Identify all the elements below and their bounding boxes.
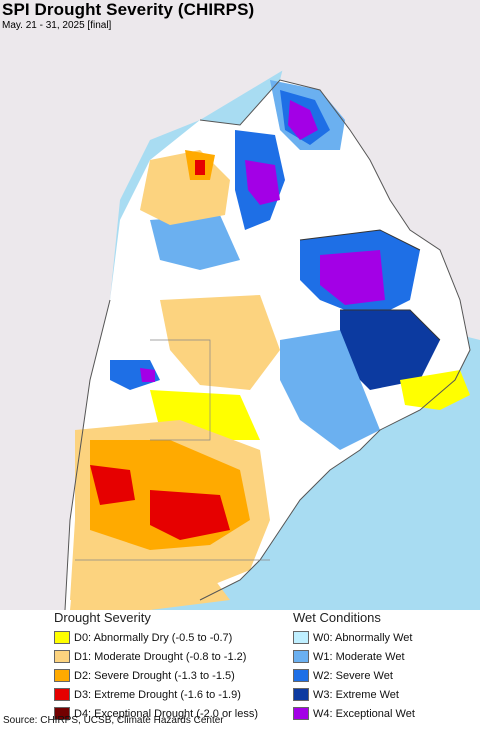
legend-label-w3: W3: Extreme Wet <box>313 688 399 701</box>
title-box: SPI Drought Severity (CHIRPS) May. 21 - … <box>0 0 254 32</box>
legend-drought: Drought Severity D0: Abnormally Dry (-0.… <box>54 610 258 723</box>
legend-label-d2: D2: Severe Drought (-1.3 to -1.5) <box>74 669 235 682</box>
swatch-d4 <box>54 707 70 720</box>
source-credit: Source: CHIRPS, UCSB, Climate Hazards Ce… <box>3 715 224 726</box>
swatch-w2 <box>293 669 309 682</box>
legend-label-w4: W4: Exceptional Wet <box>313 707 415 720</box>
dry-area-center <box>160 295 280 390</box>
wet-area-c2 <box>245 160 280 205</box>
legend: Drought Severity D0: Abnormally Dry (-0.… <box>0 610 480 720</box>
wet-area-n3 <box>288 100 318 140</box>
drought-map: SPI Drought Severity (CHIRPS) May. 21 - … <box>0 0 480 610</box>
legend-item: D2: Severe Drought (-1.3 to -1.5) <box>54 666 258 685</box>
swatch-w0 <box>293 631 309 644</box>
dry-area-nw3 <box>195 160 205 175</box>
legend-label-d4: D4: Exceptional Drought (-2.0 or less) <box>74 707 259 720</box>
swatch-w1 <box>293 650 309 663</box>
border-uruguay <box>340 309 441 341</box>
swatch-d0 <box>54 631 70 644</box>
legend-label-w1: W1: Moderate Wet <box>313 650 405 663</box>
swatch-d3 <box>54 688 70 701</box>
legend-item: W1: Moderate Wet <box>293 647 415 666</box>
border-paraguay <box>299 229 421 251</box>
legend-drought-heading: Drought Severity <box>54 610 151 625</box>
wet-area-w2 <box>140 368 155 382</box>
map-canvas <box>0 0 480 610</box>
legend-item: W2: Severe Wet <box>293 666 415 685</box>
province-lines <box>150 339 211 441</box>
legend-item: W0: Abnormally Wet <box>293 628 415 647</box>
legend-item: W3: Extreme Wet <box>293 685 415 704</box>
legend-item: W4: Exceptional Wet <box>293 704 415 723</box>
wet-area-e3 <box>340 310 440 390</box>
date-range: May. 21 - 31, 2025 [final] <box>2 20 112 31</box>
legend-item: D4: Exceptional Drought (-2.0 or less) <box>54 704 258 723</box>
dry-area-south5 <box>70 560 230 610</box>
swatch-d1 <box>54 650 70 663</box>
legend-item: D1: Moderate Drought (-0.8 to -1.2) <box>54 647 258 666</box>
legend-label-w0: W0: Abnormally Wet <box>313 631 413 644</box>
legend-wet-heading: Wet Conditions <box>293 610 381 625</box>
swatch-d2 <box>54 669 70 682</box>
wet-area-e4 <box>280 330 380 450</box>
legend-label-w2: W2: Severe Wet <box>313 669 393 682</box>
wet-area-w1 <box>110 360 160 390</box>
legend-label-d0: D0: Abnormally Dry (-0.5 to -0.7) <box>74 631 233 644</box>
page-title: SPI Drought Severity (CHIRPS) <box>2 0 255 19</box>
wet-area-c3 <box>150 215 240 270</box>
dry-area-south4 <box>150 490 230 540</box>
dry-area-uy <box>400 370 470 410</box>
wet-area-e2 <box>320 250 385 305</box>
border-chile <box>64 299 111 610</box>
legend-item: D0: Abnormally Dry (-0.5 to -0.7) <box>54 628 258 647</box>
legend-label-d1: D1: Moderate Drought (-0.8 to -1.2) <box>74 650 247 663</box>
swatch-w4 <box>293 707 309 720</box>
legend-wet: Wet Conditions W0: Abnormally Wet W1: Mo… <box>293 610 415 723</box>
dry-area-south3 <box>90 465 135 505</box>
legend-label-d3: D3: Extreme Drought (-1.6 to -1.9) <box>74 688 241 701</box>
border-outline <box>199 79 471 601</box>
swatch-w3 <box>293 688 309 701</box>
legend-item: D3: Extreme Drought (-1.6 to -1.9) <box>54 685 258 704</box>
